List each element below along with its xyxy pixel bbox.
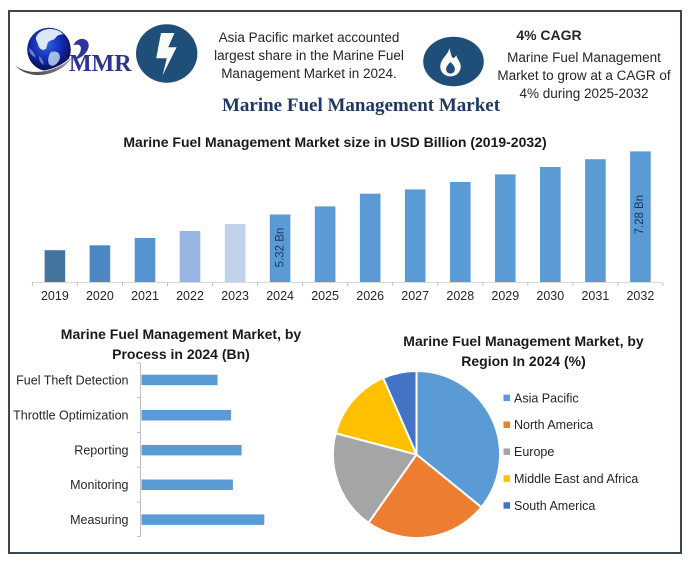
svg-text:2022: 2022: [176, 289, 204, 303]
svg-text:2019: 2019: [41, 289, 69, 303]
svg-text:Asia Pacific: Asia Pacific: [514, 391, 579, 405]
svg-text:5.32 Bn: 5.32 Bn: [275, 228, 287, 268]
svg-text:2030: 2030: [536, 289, 564, 303]
svg-text:2031: 2031: [581, 289, 609, 303]
svg-text:Throttle Optimization: Throttle Optimization: [13, 409, 128, 423]
svg-text:2021: 2021: [131, 289, 159, 303]
svg-text:2032: 2032: [626, 289, 654, 303]
svg-text:7.28 Bn: 7.28 Bn: [634, 195, 646, 235]
svg-text:Measuring: Measuring: [70, 513, 128, 527]
svg-text:North America: North America: [514, 418, 593, 432]
svg-text:Fuel Theft Detection: Fuel Theft Detection: [16, 373, 128, 387]
svg-text:South America: South America: [514, 499, 595, 513]
svg-text:Europe: Europe: [514, 445, 554, 459]
svg-text:Monitoring: Monitoring: [70, 478, 128, 492]
svg-text:2029: 2029: [491, 289, 519, 303]
svg-text:2026: 2026: [356, 289, 384, 303]
svg-text:2024: 2024: [266, 289, 294, 303]
svg-text:2027: 2027: [401, 289, 429, 303]
svg-text:Middle East and Africa: Middle East and Africa: [514, 472, 638, 486]
svg-text:MMR: MMR: [69, 51, 132, 77]
svg-text:2020: 2020: [86, 289, 114, 303]
svg-text:2028: 2028: [446, 289, 474, 303]
svg-text:2023: 2023: [221, 289, 249, 303]
svg-text:2025: 2025: [311, 289, 339, 303]
svg-text:Reporting: Reporting: [74, 444, 128, 458]
